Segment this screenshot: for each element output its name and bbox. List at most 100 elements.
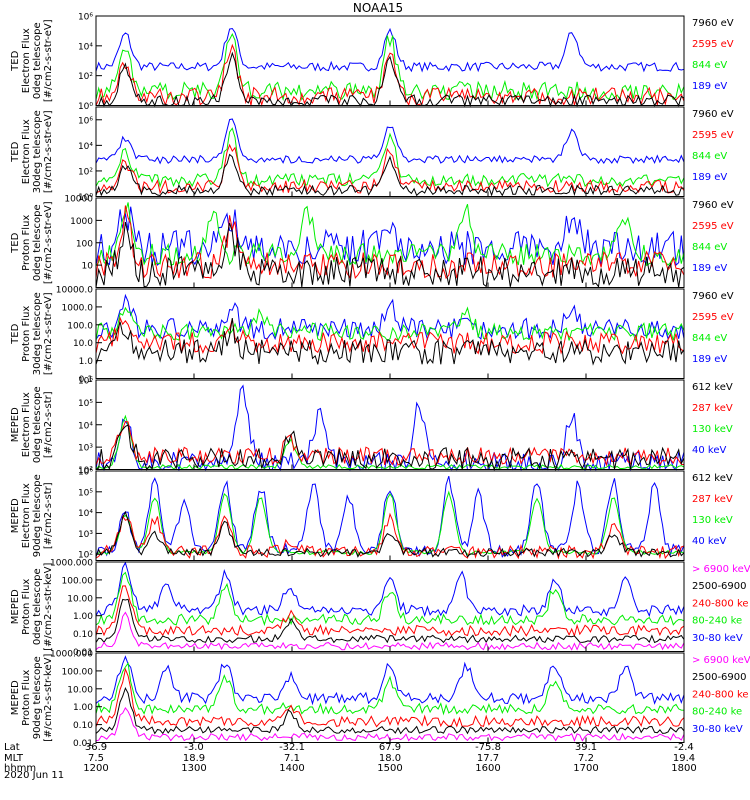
panel-8-ytick-label: 100.00 xyxy=(62,667,94,677)
panel-5-legend-blue: 40 keV xyxy=(692,445,726,456)
ylabel-line: [#/cm2-s-str-keV] xyxy=(43,563,54,651)
footer-lat-value: 36.9 xyxy=(85,742,107,753)
panel-5-legend-green: 130 keV xyxy=(692,424,733,435)
panel-1-series-green xyxy=(95,33,685,102)
panel-2-legend-red: 2595 eV xyxy=(692,130,734,141)
panel-1: 10⁰ 10² 10⁴ 10⁶ TEDElectron Flux0deg telesco… xyxy=(10,13,734,113)
panel-8-series-green xyxy=(95,662,685,716)
footer-lat-value: -75.8 xyxy=(475,742,501,753)
ylabel-line: [#/cm2-s-str-eV] xyxy=(43,110,54,193)
ylabel-line: [#/cm2-s-str-eV] xyxy=(43,292,54,375)
panel-1-ytick-label: 10⁴ xyxy=(78,42,93,52)
panel-7-series-green xyxy=(95,571,685,627)
panel-1-series-blue xyxy=(95,27,685,73)
ylabel-line: Electron Flux xyxy=(21,119,32,184)
panel-4-ytick-label: 10000.0 xyxy=(56,286,93,296)
footer-hhmm-value: 1700 xyxy=(573,763,598,774)
panel-3-series-blue xyxy=(95,206,685,267)
ylabel-line: MEPED xyxy=(10,680,21,715)
panel-3-legend-blue: 189 eV xyxy=(692,263,727,274)
footer-mlt-value: 19.4 xyxy=(673,753,695,764)
panel-7-ytick-label: 0.10 xyxy=(73,630,93,640)
panel-2-frame xyxy=(95,106,685,197)
ylabel-line: Electron Flux xyxy=(21,483,32,548)
ylabel-line: MEPED xyxy=(10,589,21,624)
ylabel-line: 0deg telescope xyxy=(32,204,43,281)
panel-1-legend-blue: 189 eV xyxy=(692,81,727,92)
panel-4-frame xyxy=(95,288,685,379)
ylabel-line: Proton Flux xyxy=(21,306,32,362)
panel-2-series-green xyxy=(95,127,685,189)
ylabel-line: Proton Flux xyxy=(21,670,32,726)
ylabel-line: [#/cm2-s-str-keV] xyxy=(43,654,54,742)
panel-3-ytick-label: 1000 xyxy=(70,217,93,227)
ylabel-line: Proton Flux xyxy=(21,579,32,635)
panel-8-ytick-label: 10.00 xyxy=(67,685,93,695)
panel-8-ytick-label: 0.10 xyxy=(73,721,93,731)
panel-6-ytick-label: 10³ xyxy=(78,530,93,540)
figure-title: NOAA15 xyxy=(353,1,403,15)
ylabel-line: TED xyxy=(10,323,21,344)
footer-hhmm-value: 1300 xyxy=(181,763,206,774)
panel-8-legend-blue: 30-80 keV xyxy=(692,724,743,735)
panel-8-ytick-label: 0.01 xyxy=(73,739,93,749)
panel-3-legend-black: 7960 eV xyxy=(692,200,734,211)
panel-4-ytick-label: 1.0 xyxy=(79,357,94,367)
panel-7-legend-red: 240-800 ke xyxy=(692,598,749,609)
ylabel-line: 90deg telescope xyxy=(32,474,43,557)
panel-2-series-red xyxy=(95,143,685,195)
panel-1-legend-black: 7960 eV xyxy=(692,18,734,29)
ylabel-line: [#/cm2-s-str-eV] xyxy=(43,19,54,102)
panel-1-ylabel: TEDElectron Flux0deg telescope[#/cm2-s-s… xyxy=(10,19,54,102)
panel-8: 0.010.101.0010.00100.001000.000MEPEDProt… xyxy=(10,650,750,750)
ylabel-line: 30deg telescope xyxy=(32,110,43,193)
panel-2: 10⁰ 10² 10⁴ 10⁶ TEDElectron Flux30deg telesc… xyxy=(10,106,734,203)
panel-1-legend-red: 2595 eV xyxy=(692,39,734,50)
panel-1-ytick-label: 10⁰ xyxy=(78,102,93,112)
panel-7-ytick-label: 1000.000 xyxy=(50,559,93,569)
footer-hhmm-value: 1200 xyxy=(83,763,108,774)
ylabel-line: [#/cm2-s-str] xyxy=(43,391,54,458)
panel-6-legend-green: 130 keV xyxy=(692,515,733,526)
panel-4-series-black xyxy=(95,318,685,366)
ylabel-line: 0deg telescope xyxy=(32,568,43,645)
ylabel-line: [#/cm2-s-str-eV] xyxy=(43,201,54,284)
panel-5-ytick-label: 10⁴ xyxy=(78,421,93,431)
panel-6: 10² 10³ 10⁴ 10⁵ 10⁶ MEPEDElectron Flux90deg t… xyxy=(10,468,733,561)
ylabel-line: 90deg telescope xyxy=(32,656,43,739)
panel-6-ytick-label: 10² xyxy=(78,551,93,561)
footer-mlt-value: 7.1 xyxy=(284,753,300,764)
panel-6-legend-red: 287 keV xyxy=(692,494,733,505)
panel-8-series-red xyxy=(95,667,685,729)
footer-lat-value: 39.1 xyxy=(575,742,597,753)
panel-6-legend-blue: 40 keV xyxy=(692,536,726,547)
panel-8-series-black xyxy=(95,686,685,735)
panel-8-ylabel: MEPEDProton Flux90deg telescope[#/cm2-s-… xyxy=(10,654,54,742)
ylabel-line: Electron Flux xyxy=(21,28,32,93)
panel-2-series-black xyxy=(95,153,685,197)
panel-6-ytick-label: 10⁴ xyxy=(78,509,93,519)
panel-6-series-blue xyxy=(95,475,685,558)
panel-3: 10 100 1000 10000 TEDProton Flux0deg telesco… xyxy=(10,195,734,288)
panel-8-series-blue xyxy=(95,655,685,706)
panel-8-ytick-label: 1000.000 xyxy=(50,650,93,660)
panel-7-series-red xyxy=(95,585,685,638)
panel-7-series-blue xyxy=(95,561,685,618)
footer-lat-value: -2.4 xyxy=(674,742,694,753)
ylabel-line: 0deg telescope xyxy=(32,386,43,463)
ylabel-line: MEPED xyxy=(10,407,21,442)
panel-7-legend-black: 2500-6900 xyxy=(692,581,747,592)
panel-4-ytick-label: 10.0 xyxy=(73,339,93,349)
ylabel-line: 0deg telescope xyxy=(32,22,43,99)
footer-hhmm-value: 1400 xyxy=(279,763,304,774)
panel-6-legend-black: 612 keV xyxy=(692,473,733,484)
panel-7: 0.010.101.0010.00100.001000.000MEPEDProt… xyxy=(10,559,750,659)
panel-4-ytick-label: 0.1 xyxy=(79,375,93,385)
panel-5-ylabel: MEPEDElectron Flux0deg telescope[#/cm2-s… xyxy=(10,386,54,463)
panel-5-legend-black: 612 keV xyxy=(692,382,733,393)
footer-hhmm-value: 1600 xyxy=(475,763,500,774)
panel-8-legend-magenta: > 6900 keV xyxy=(692,655,750,666)
footer-mlt-value: 18.0 xyxy=(379,753,401,764)
